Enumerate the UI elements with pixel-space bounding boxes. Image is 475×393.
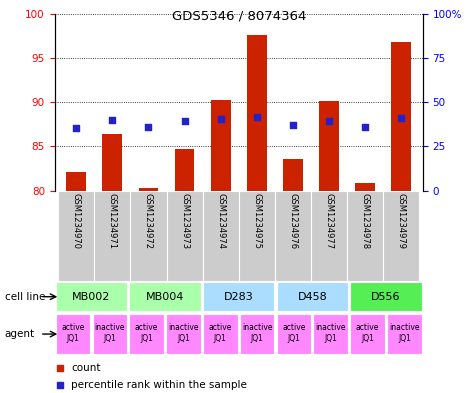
Text: active
JQ1: active JQ1 (209, 323, 232, 343)
Bar (166, 314, 201, 354)
Point (73, 125, 80, 131)
Text: active
JQ1: active JQ1 (356, 323, 379, 343)
Text: GSM1234977: GSM1234977 (324, 193, 333, 250)
Bar (350, 282, 422, 312)
Bar (247, 35, 266, 191)
Text: GSM1234979: GSM1234979 (397, 193, 406, 249)
Text: D556: D556 (371, 292, 401, 302)
Point (253, 114, 260, 120)
Bar (131, 191, 167, 281)
Bar (129, 314, 164, 354)
Bar (56, 314, 90, 354)
Bar (283, 159, 303, 191)
Bar (139, 188, 158, 191)
Text: GSM1234975: GSM1234975 (252, 193, 261, 249)
Text: active
JQ1: active JQ1 (282, 323, 305, 343)
Bar (383, 191, 419, 281)
Bar (350, 314, 385, 354)
Text: GSM1234976: GSM1234976 (288, 193, 297, 250)
Text: count: count (71, 362, 101, 373)
Text: inactive
JQ1: inactive JQ1 (168, 323, 199, 343)
Bar (203, 191, 239, 281)
Text: active
JQ1: active JQ1 (135, 323, 158, 343)
Bar (311, 191, 347, 281)
Point (325, 118, 332, 124)
Bar (103, 134, 122, 191)
Point (57, 382, 64, 388)
Bar (175, 149, 194, 191)
Text: GSM1234978: GSM1234978 (361, 193, 370, 250)
Text: agent: agent (5, 329, 35, 339)
Text: inactive
JQ1: inactive JQ1 (315, 323, 346, 343)
Text: percentile rank within the sample: percentile rank within the sample (71, 380, 247, 390)
Text: active
JQ1: active JQ1 (61, 323, 85, 343)
Bar (391, 42, 411, 191)
Text: D283: D283 (224, 292, 254, 302)
Text: D458: D458 (297, 292, 327, 302)
Bar (276, 282, 348, 312)
Bar (203, 282, 275, 312)
Point (289, 122, 296, 128)
Text: inactive
JQ1: inactive JQ1 (389, 323, 419, 343)
Bar (355, 183, 375, 191)
Text: GSM1234974: GSM1234974 (216, 193, 225, 249)
Bar (58, 191, 95, 281)
Bar (239, 191, 275, 281)
Point (361, 124, 369, 130)
Bar (211, 100, 230, 191)
Bar (347, 191, 383, 281)
Bar (203, 314, 238, 354)
Bar (314, 314, 348, 354)
Point (397, 115, 405, 121)
Text: inactive
JQ1: inactive JQ1 (95, 323, 125, 343)
Text: GSM1234971: GSM1234971 (108, 193, 117, 249)
Bar (66, 172, 86, 191)
Bar (275, 191, 311, 281)
Text: GSM1234973: GSM1234973 (180, 193, 189, 250)
Text: MB002: MB002 (72, 292, 111, 302)
Text: cell line: cell line (5, 292, 45, 302)
Point (181, 118, 189, 124)
Bar (240, 314, 275, 354)
Text: GDS5346 / 8074364: GDS5346 / 8074364 (171, 10, 306, 23)
Bar (167, 191, 203, 281)
Text: GSM1234970: GSM1234970 (72, 193, 81, 249)
Point (145, 124, 152, 130)
Bar (276, 314, 311, 354)
Point (57, 364, 64, 371)
Bar (129, 282, 201, 312)
Text: GSM1234972: GSM1234972 (144, 193, 153, 249)
Point (109, 117, 116, 123)
Text: MB004: MB004 (146, 292, 184, 302)
Bar (56, 282, 127, 312)
Bar (93, 314, 127, 354)
Bar (319, 101, 339, 191)
Text: inactive
JQ1: inactive JQ1 (242, 323, 272, 343)
Bar (387, 314, 422, 354)
Bar (95, 191, 131, 281)
Point (217, 116, 225, 122)
